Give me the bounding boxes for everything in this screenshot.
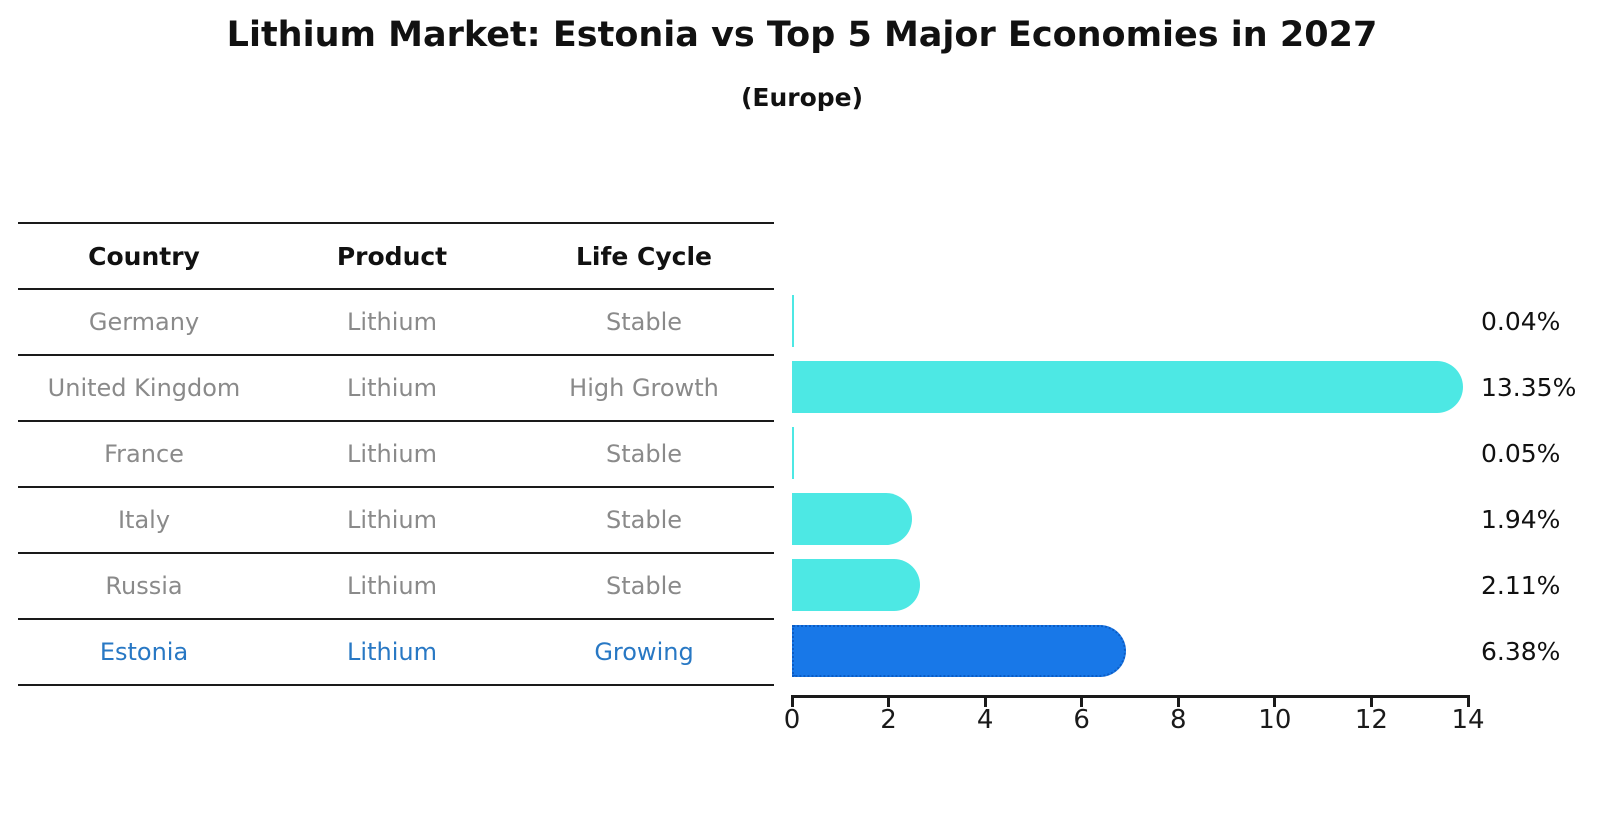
bar-russia xyxy=(792,559,920,611)
x-axis-tick-label: 10 xyxy=(1258,705,1292,735)
x-axis-tick-label: 4 xyxy=(976,705,994,735)
value-label-united-kingdom: 13.35% xyxy=(1481,372,1577,402)
value-label-russia: 2.11% xyxy=(1481,570,1561,600)
table-row-united-kingdom: United Kingdom Lithium High Growth xyxy=(18,356,774,422)
cell-product: Lithium xyxy=(347,440,437,468)
cell-life-cycle: Stable xyxy=(605,506,683,534)
chart-title: Lithium Market: Estonia vs Top 5 Major E… xyxy=(226,15,1378,55)
cell-country: United Kingdom xyxy=(47,374,241,402)
value-label-germany: 0.04% xyxy=(1481,306,1561,336)
x-axis-tick-label: 0 xyxy=(783,705,801,735)
bar-italy xyxy=(792,493,912,545)
table-row-france: France Lithium Stable xyxy=(18,422,774,488)
cell-product: Lithium xyxy=(347,374,437,402)
x-axis-tick xyxy=(1273,698,1277,707)
column-header-life-cycle: Life Cycle xyxy=(575,241,713,271)
x-axis-tick xyxy=(1369,698,1373,707)
x-axis-tick-label: 8 xyxy=(1170,705,1187,735)
cell-country: Russia xyxy=(105,572,183,600)
bar-estonia xyxy=(792,625,1127,677)
table-row-russia: Russia Lithium Stable xyxy=(18,554,774,620)
bar-germany xyxy=(792,295,794,347)
cell-life-cycle: High Growth xyxy=(569,374,719,402)
x-axis-tick xyxy=(1176,698,1180,707)
table-row-italy: Italy Lithium Stable xyxy=(18,488,774,554)
cell-life-cycle: Stable xyxy=(605,572,683,600)
x-axis-tick xyxy=(887,698,891,707)
value-label-estonia: 6.38% xyxy=(1481,636,1561,666)
table-row-germany: Germany Lithium Stable xyxy=(18,290,774,356)
country-table: Country Product Life Cycle Germany Lithi… xyxy=(18,222,774,686)
value-label-france: 0.05% xyxy=(1481,438,1561,468)
bar-france xyxy=(792,427,795,479)
cell-country: Germany xyxy=(88,308,200,336)
x-axis-tick-label: 12 xyxy=(1354,705,1388,735)
x-axis-tick xyxy=(983,698,987,707)
cell-product: Lithium xyxy=(347,572,437,600)
cell-country: Estonia xyxy=(99,638,189,666)
x-axis-tick xyxy=(790,698,794,707)
cell-country: France xyxy=(104,440,184,468)
cell-country: Italy xyxy=(117,506,171,534)
table-header-row: Country Product Life Cycle xyxy=(18,224,774,290)
x-axis-tick-label: 2 xyxy=(880,705,897,735)
cell-life-cycle: Growing xyxy=(594,638,694,666)
table-row-estonia: Estonia Lithium Growing xyxy=(18,620,774,686)
x-axis-tick xyxy=(1466,698,1470,707)
x-axis-tick xyxy=(1080,698,1084,707)
chart-subtitle: (Europe) xyxy=(740,83,864,112)
x-axis-tick-label: 14 xyxy=(1451,705,1485,735)
bar-united-kingdom xyxy=(792,361,1463,413)
value-label-italy: 1.94% xyxy=(1481,504,1561,534)
column-header-product: Product xyxy=(336,241,448,271)
cell-product: Lithium xyxy=(347,308,437,336)
column-header-country: Country xyxy=(88,241,200,271)
x-axis-line xyxy=(791,695,1470,698)
cell-product: Lithium xyxy=(347,506,437,534)
cell-life-cycle: Stable xyxy=(605,440,683,468)
x-axis-tick-label: 6 xyxy=(1073,705,1090,735)
cell-product: Lithium xyxy=(347,638,437,666)
cell-life-cycle: Stable xyxy=(605,308,683,336)
